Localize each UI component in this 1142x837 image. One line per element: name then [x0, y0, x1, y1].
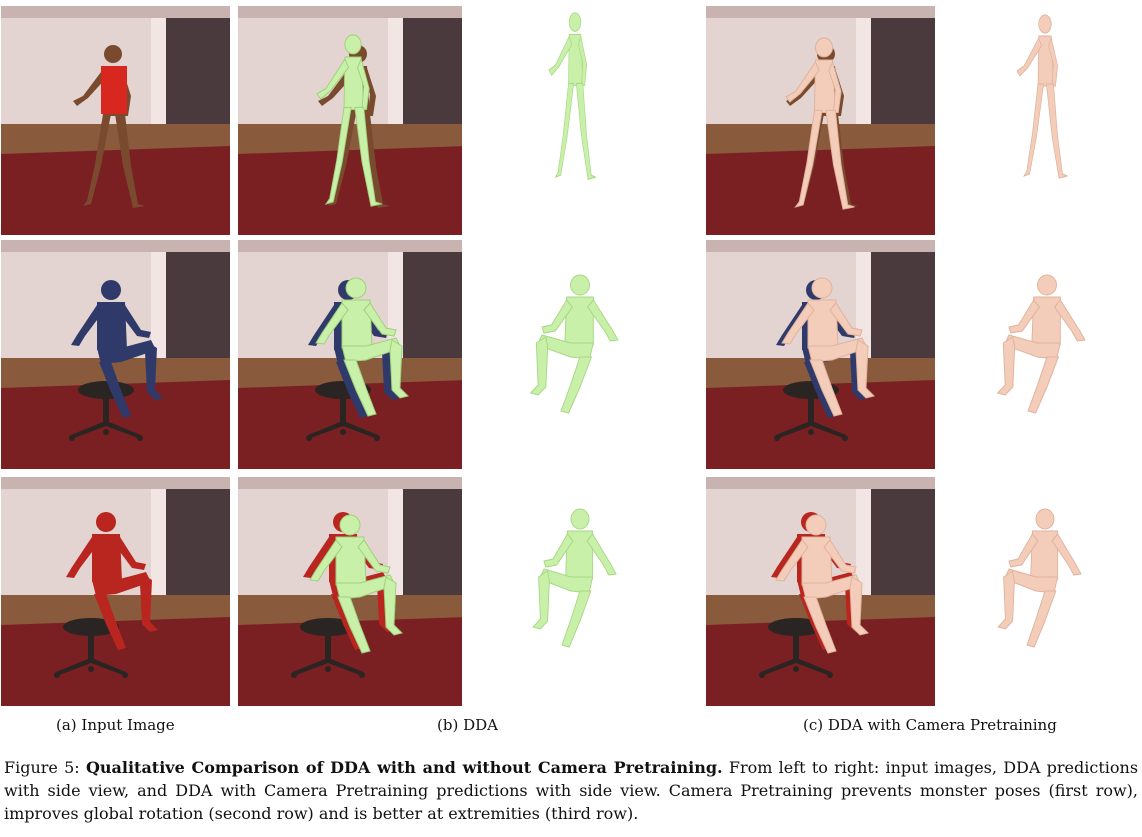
- camera-sideview-row1: [935, 6, 1142, 235]
- dda-overlay-row3: [238, 477, 467, 706]
- camera-sideview-row3: [935, 477, 1142, 706]
- camera-overlay-row3: [706, 477, 935, 706]
- input-image-row3: [1, 477, 230, 706]
- caption-dda-camera: (c) DDA with Camera Pretraining: [803, 716, 1057, 734]
- figure-title: Qualitative Comparison of DDA with and w…: [85, 758, 723, 777]
- dda-overlay-row2: [238, 240, 467, 469]
- figure-label: Figure 5:: [4, 758, 80, 777]
- dda-sideview-row1: [462, 6, 691, 235]
- input-image-row2: [1, 240, 230, 469]
- dda-sideview-row2: [462, 240, 691, 469]
- caption-input-image: (a) Input Image: [56, 716, 175, 734]
- camera-overlay-row1: [706, 6, 935, 235]
- caption-dda: (b) DDA: [437, 716, 498, 734]
- figure-body: From left to right: input images, DDA pr…: [4, 758, 1139, 823]
- input-image-row1: [1, 6, 230, 235]
- dda-sideview-row3: [462, 477, 691, 706]
- figure-caption: Figure 5: Qualitative Comparison of DDA …: [4, 756, 1138, 825]
- camera-sideview-row2: [935, 240, 1142, 469]
- camera-overlay-row2: [706, 240, 935, 469]
- dda-overlay-row1: [238, 6, 467, 235]
